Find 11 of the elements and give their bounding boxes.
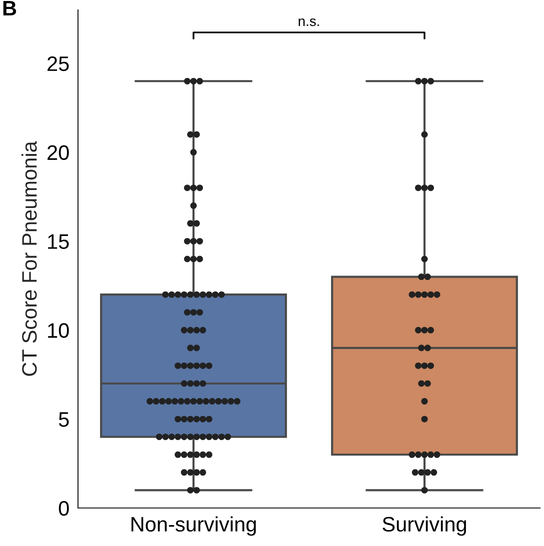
x-tick-label: Non-surviving (132, 516, 256, 536)
x-tick-label: Surviving (382, 516, 466, 536)
y-tick-label: 15 (48, 234, 69, 249)
y-axis-title: CT Score For Pneumonia (22, 141, 37, 376)
y-tick-label: 20 (48, 145, 69, 160)
y-tick-label: 0 (58, 501, 69, 516)
y-tick-label: 5 (58, 412, 69, 427)
y-tick-label: 25 (48, 56, 69, 72)
y-tick-label: 10 (48, 323, 69, 338)
annotation: n.s. (298, 18, 319, 26)
text: B (3, 1, 16, 16)
